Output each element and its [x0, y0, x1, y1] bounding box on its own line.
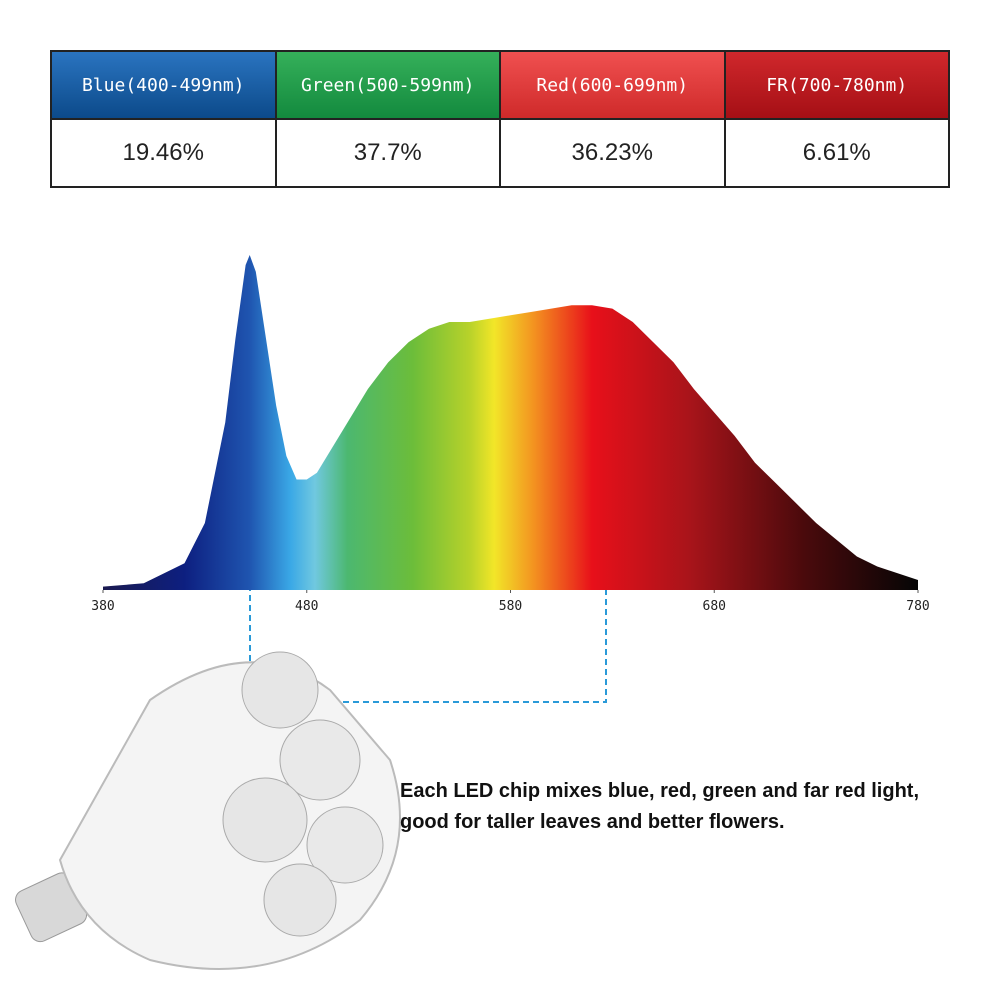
- bulb: [15, 651, 401, 970]
- x-tick-label: 480: [295, 599, 318, 614]
- spectrum-table: Blue(400-499nm) Green(500-599nm) Red(600…: [50, 50, 950, 188]
- x-tick-label: 680: [703, 599, 726, 614]
- header-cell: Green(500-599nm): [274, 50, 501, 120]
- header-cell: FR(700-780nm): [723, 50, 950, 120]
- bracket: [249, 545, 607, 703]
- value-cell: 6.61%: [723, 118, 950, 188]
- header-cell: Blue(400-499nm): [50, 50, 277, 120]
- spectrum-area: [103, 255, 918, 590]
- x-tick-label: 380: [91, 599, 114, 614]
- x-tick-label: 580: [499, 599, 522, 614]
- value-cell: 19.46%: [50, 118, 277, 188]
- header-cell: Red(600-699nm): [499, 50, 726, 120]
- value-cell: 37.7%: [274, 118, 501, 188]
- caption: Each LED chip mixes blue, red, green and…: [400, 780, 920, 833]
- value-cell: 36.23%: [499, 118, 726, 188]
- x-tick-label: 780: [906, 599, 929, 614]
